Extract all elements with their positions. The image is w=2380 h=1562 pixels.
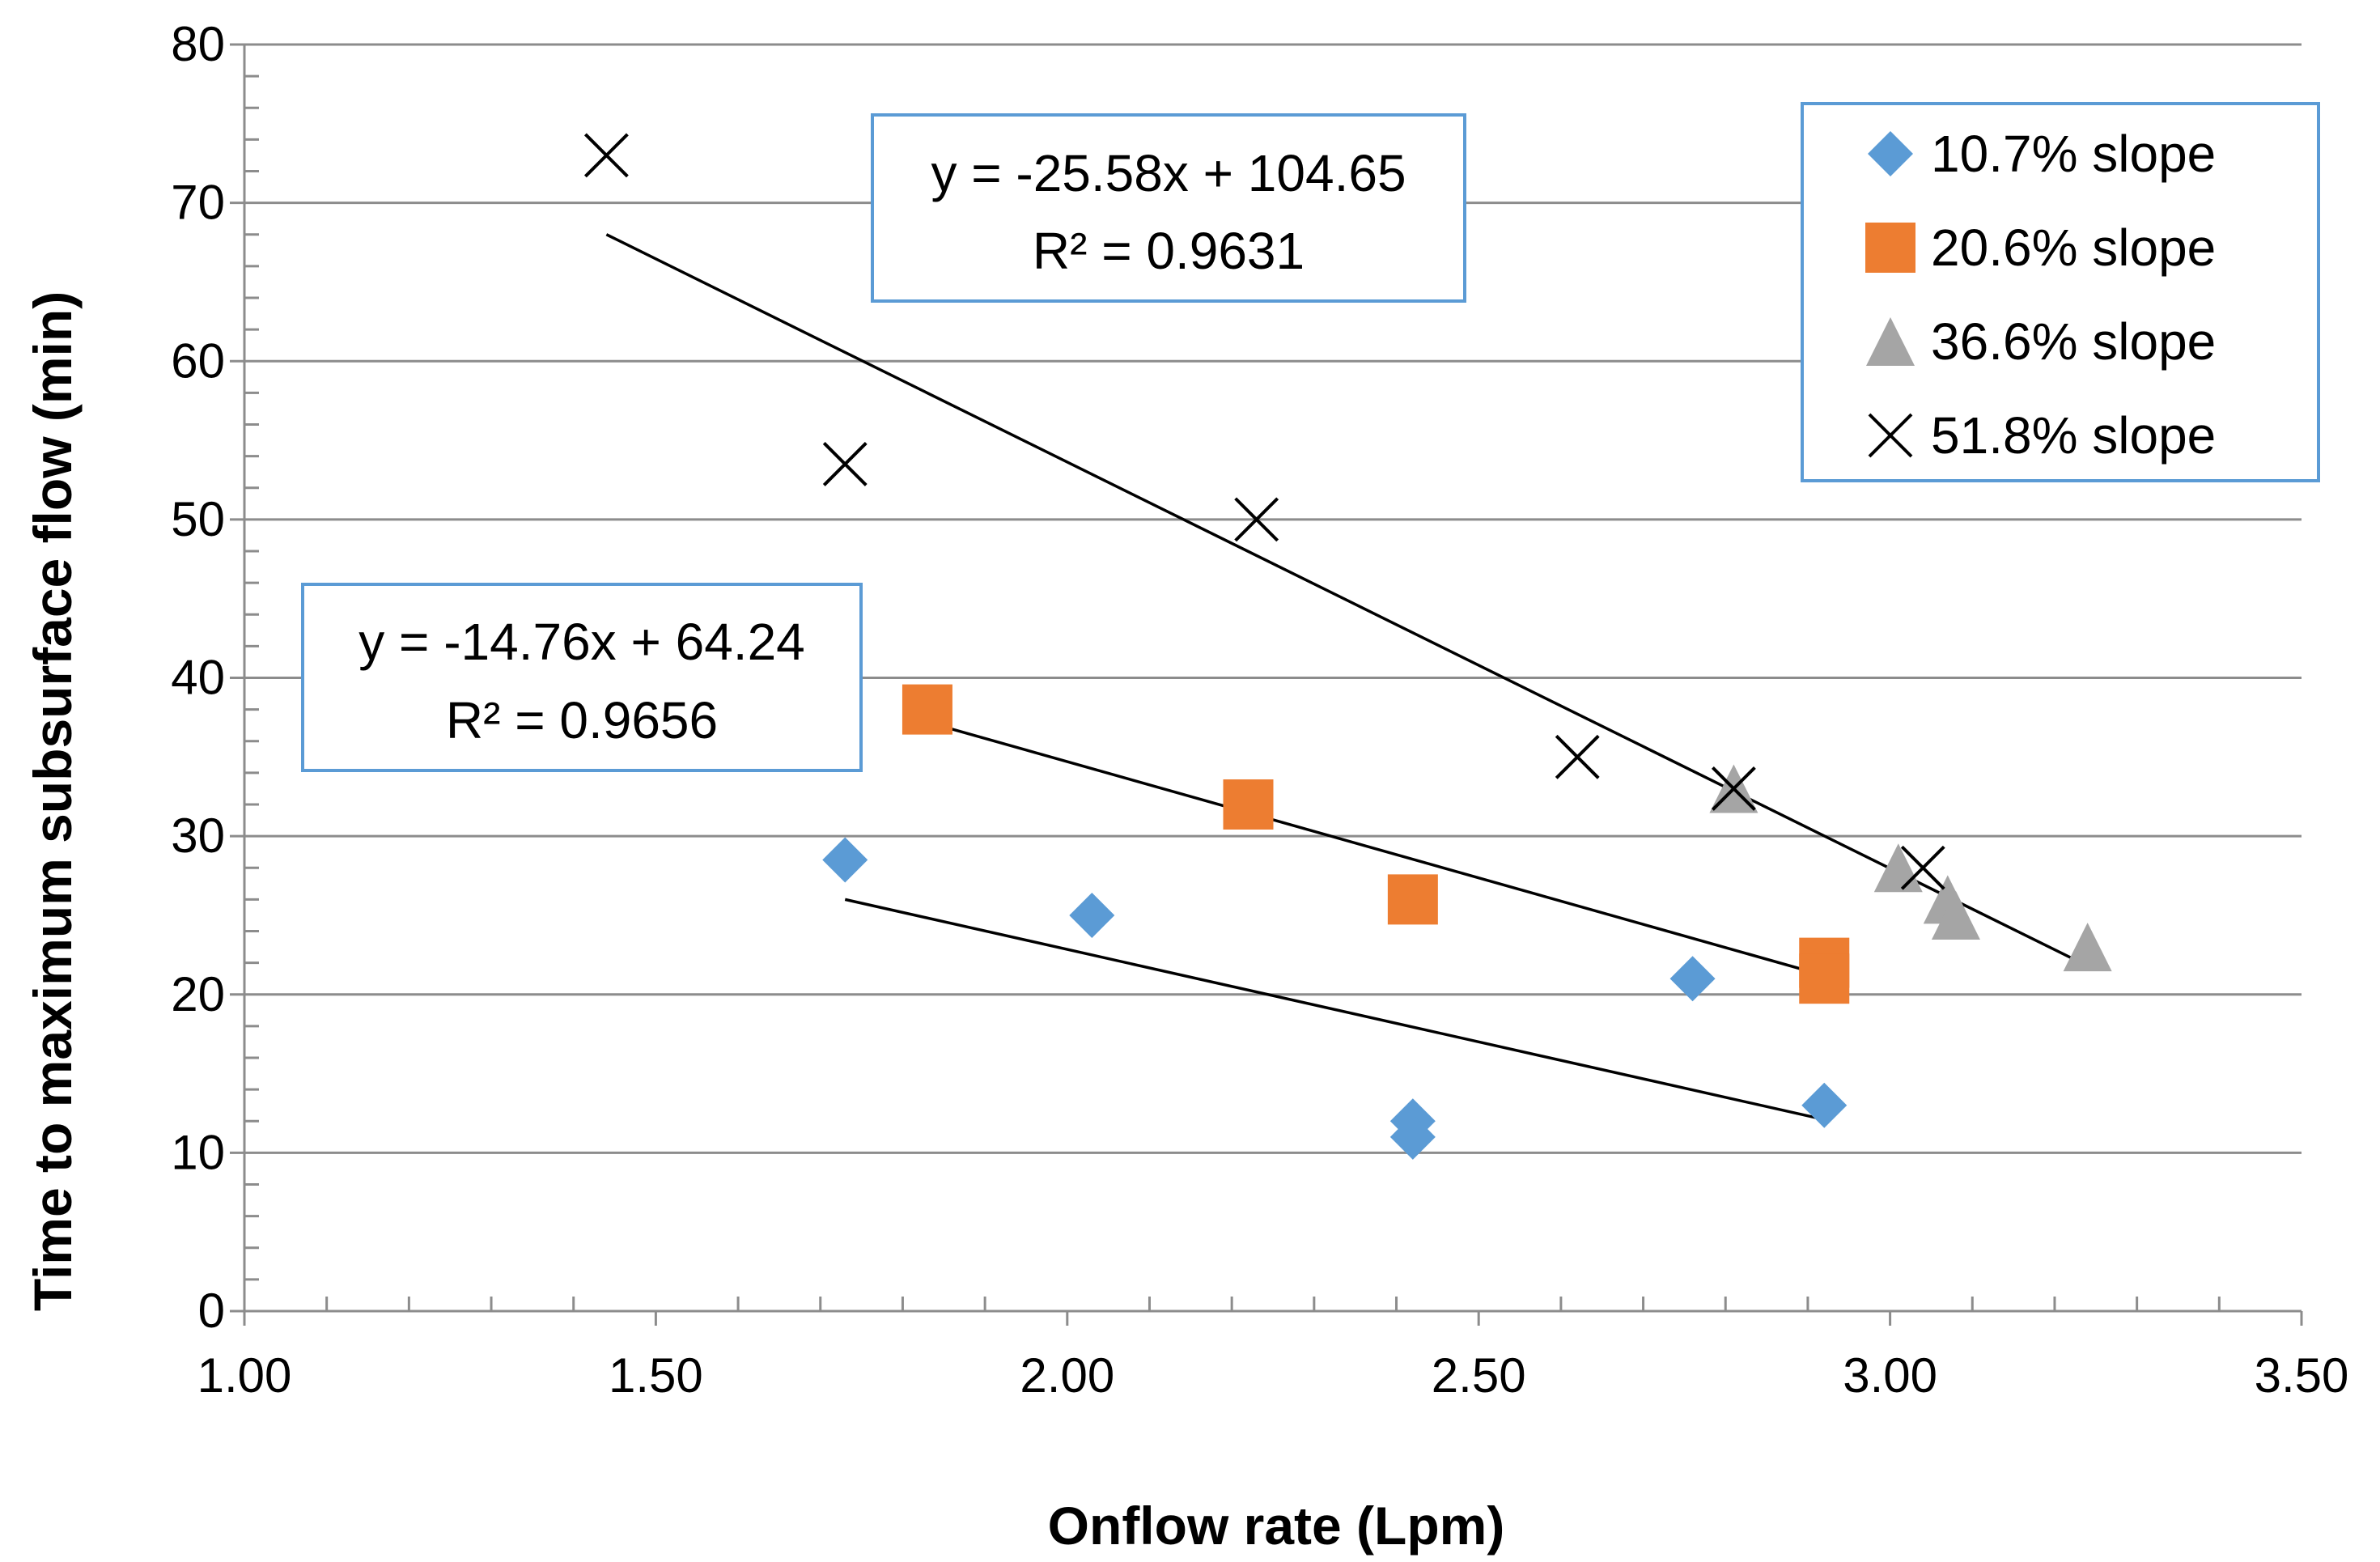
- x-tick-label-2.50: 2.50: [1432, 1348, 1526, 1403]
- x-axis-title: Onflow rate (Lpm): [1048, 1496, 1505, 1556]
- x-marker-stroke-b: [1555, 734, 1600, 779]
- point-series-4-5: [1711, 766, 1756, 811]
- x-marker-stroke-b: [583, 133, 629, 178]
- y-axis-title: Time to maximum subsurface flow (min): [23, 291, 83, 1311]
- data-points: [583, 133, 2112, 1160]
- x-marker-stroke-b: [1234, 497, 1279, 542]
- x-marker-stroke-b: [1900, 845, 1945, 890]
- x-marker-stroke-b: [822, 441, 868, 486]
- trendline-1: [927, 720, 1825, 977]
- y-tick-label-60: 60: [171, 333, 225, 388]
- legend-label-4: 51.8% slope: [1931, 406, 2216, 465]
- equation-upper-line2: R² = 0.9631: [1033, 222, 1305, 280]
- point-series-1-1: [822, 837, 868, 883]
- point-series-2-5: [1799, 953, 1850, 1004]
- equation-lower-line2: R² = 0.9656: [446, 691, 718, 749]
- legend-marker-1: [1868, 131, 1913, 176]
- trendlines: [605, 233, 2089, 1122]
- point-series-3-5: [2063, 923, 2112, 972]
- equation-upper-line1: y = -25.58x + 104.65: [931, 144, 1406, 202]
- point-series-2-1: [902, 684, 952, 735]
- point-series-1-4: [1389, 1114, 1436, 1160]
- x-tick-label-2.00: 2.00: [1020, 1348, 1114, 1403]
- legend-marker-4: [1868, 413, 1913, 458]
- y-tick-label-70: 70: [171, 176, 225, 230]
- legend-label-2: 20.6% slope: [1931, 219, 2216, 277]
- tick-labels: 0 10 20 30 40 50 60 70 80 1.00 1.50 2.00 2.50 3.00 3.5…: [171, 17, 2348, 1403]
- legend: 10.7% slope 20.6% slope 36.6% slope 51.8% s…: [1801, 102, 2320, 482]
- y-tick-label-30: 30: [171, 809, 225, 863]
- series-4: [583, 133, 1945, 890]
- equation-box-lower: y = -14.76x + 64.24 R² = 0.9656: [301, 583, 863, 772]
- series-3: [1709, 764, 2112, 972]
- legend-item-4: 51.8% slope: [1868, 406, 2216, 465]
- point-series-1-6: [1801, 1082, 1848, 1128]
- x-tick-label-3.50: 3.50: [2255, 1348, 2349, 1403]
- point-series-2-3: [1387, 874, 1438, 925]
- y-tick-label-80: 80: [171, 17, 225, 71]
- equation-lower-line1: y = -14.76x + 64.24: [358, 613, 805, 671]
- legend-marker-3: [1866, 317, 1915, 366]
- equation-box-upper: y = -25.58x + 104.65 R² = 0.9631: [871, 113, 1466, 303]
- legend-item-2: 20.6% slope: [1865, 219, 2216, 277]
- point-series-3-2: [1873, 843, 1923, 893]
- legend-label-3: 36.6% slope: [1931, 312, 2216, 371]
- series-1: [822, 837, 1848, 1160]
- point-series-3-4: [1931, 890, 1980, 940]
- x-marker-stroke-b: [1868, 413, 1913, 458]
- point-series-4-2: [822, 441, 868, 486]
- point-series-4-6: [1900, 845, 1945, 890]
- y-tick-label-50: 50: [171, 492, 225, 546]
- point-series-1-2: [1069, 892, 1115, 938]
- point-series-4-3: [1234, 497, 1279, 542]
- legend-label-1: 10.7% slope: [1931, 125, 2216, 183]
- x-marker-stroke-b: [1711, 766, 1756, 811]
- trendline-2: [605, 233, 2089, 968]
- y-tick-label-10: 10: [171, 1125, 225, 1179]
- x-tick-label-3.00: 3.00: [1843, 1348, 1937, 1403]
- y-tick-label-40: 40: [171, 651, 225, 705]
- point-series-1-5: [1669, 956, 1716, 1002]
- point-series-4-1: [583, 133, 629, 178]
- x-tick-label-1.00: 1.00: [197, 1348, 292, 1403]
- legend-marker-2: [1865, 223, 1915, 273]
- legend-item-3: 36.6% slope: [1866, 312, 2216, 371]
- series-2: [902, 684, 1850, 1004]
- point-series-4-4: [1555, 734, 1600, 779]
- point-series-2-2: [1223, 779, 1274, 830]
- trendline-0: [844, 898, 1825, 1122]
- x-tick-label-1.50: 1.50: [609, 1348, 703, 1403]
- legend-item-1: 10.7% slope: [1868, 125, 2216, 183]
- y-tick-label-20: 20: [171, 967, 225, 1021]
- y-tick-label-0: 0: [198, 1284, 225, 1338]
- axes: [230, 43, 2303, 1326]
